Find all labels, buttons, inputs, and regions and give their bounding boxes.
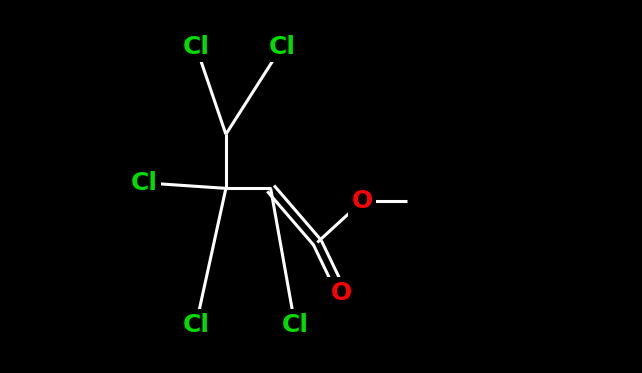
Text: Cl: Cl bbox=[130, 171, 157, 195]
Text: Cl: Cl bbox=[268, 35, 295, 59]
Text: O: O bbox=[351, 189, 372, 213]
Text: Cl: Cl bbox=[182, 313, 209, 336]
Text: Cl: Cl bbox=[281, 313, 308, 336]
Text: Cl: Cl bbox=[182, 35, 209, 59]
Text: O: O bbox=[331, 281, 352, 305]
